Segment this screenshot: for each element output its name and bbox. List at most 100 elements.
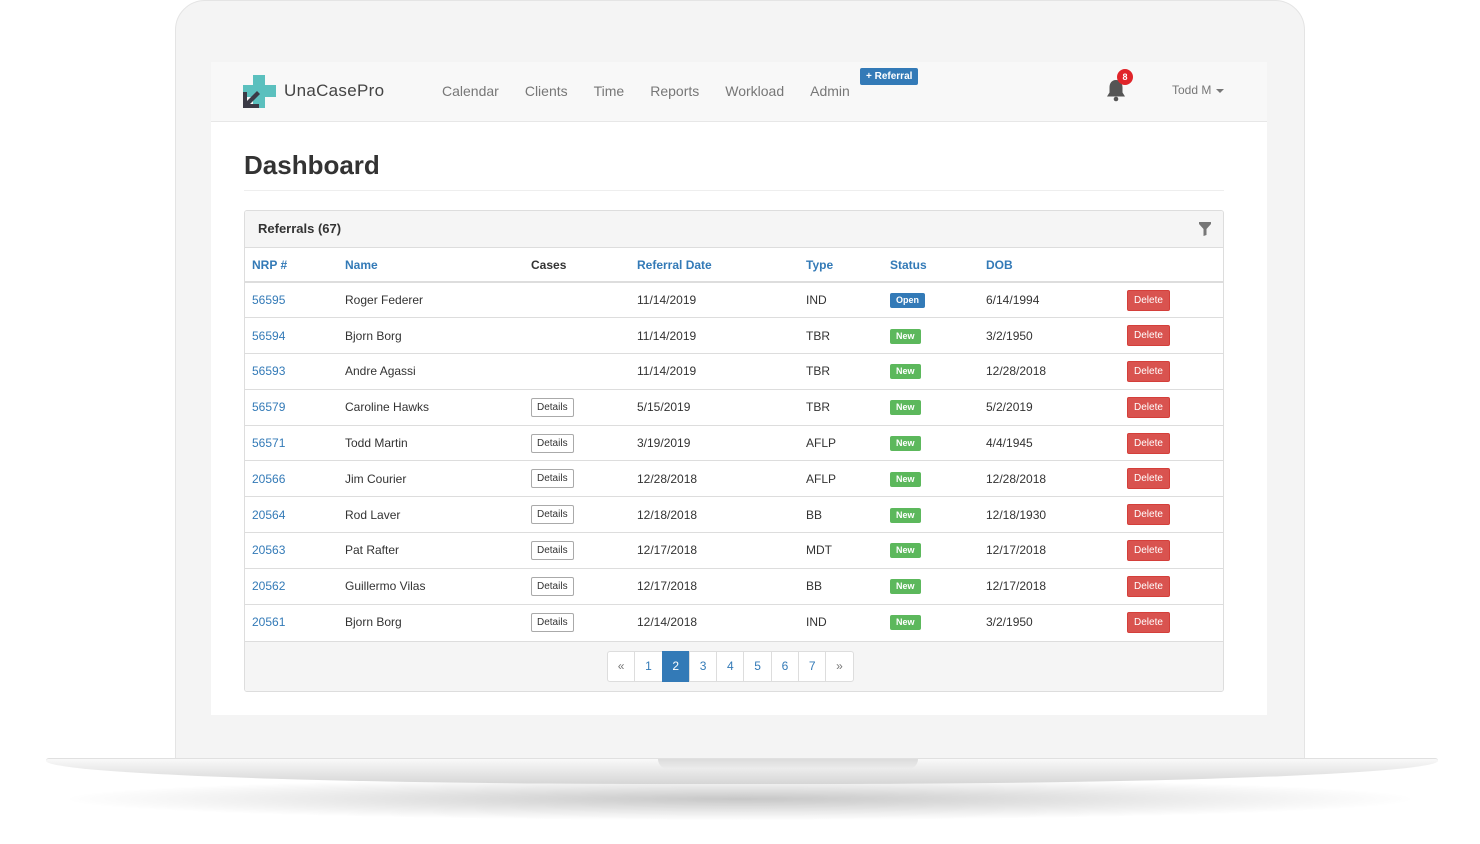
referrals-table: NRP # Name Cases Referral Date Type Stat… <box>245 248 1223 640</box>
status-cell: New <box>883 460 979 497</box>
delete-button[interactable]: Delete <box>1127 539 1170 561</box>
column-header-referral-date[interactable]: Referral Date <box>630 248 799 283</box>
nav-reports[interactable]: Reports <box>650 83 700 99</box>
details-button[interactable]: Details <box>531 433 574 453</box>
delete-button[interactable]: Delete <box>1127 432 1170 454</box>
nav-calendar[interactable]: Calendar <box>442 83 499 99</box>
title-divider <box>244 190 1224 191</box>
nav-time[interactable]: Time <box>593 83 625 99</box>
page-button-3[interactable]: 3 <box>688 651 718 682</box>
referrals-table-body: 56595 Roger Federer 11/14/2019 IND Open … <box>245 281 1223 640</box>
actions-cell: Delete <box>1120 460 1223 497</box>
details-button[interactable]: Details <box>531 505 574 525</box>
details-button[interactable]: Details <box>531 576 574 596</box>
delete-button[interactable]: Delete <box>1127 611 1170 633</box>
page-button-2[interactable]: 2 <box>661 651 690 682</box>
laptop-base-notch <box>658 759 918 769</box>
column-header-actions <box>1120 248 1223 283</box>
dob: 12/18/1930 <box>979 496 1120 533</box>
dob: 12/17/2018 <box>979 567 1120 605</box>
referral-type: TBR <box>799 353 883 390</box>
actions-cell: Delete <box>1120 388 1223 426</box>
nrp-link[interactable]: 56579 <box>245 388 338 426</box>
dob: 6/14/1994 <box>979 281 1120 318</box>
client-name: Rod Laver <box>338 496 524 533</box>
page-button-5[interactable]: 5 <box>743 651 772 682</box>
nav-workload[interactable]: Workload <box>725 83 785 99</box>
details-button[interactable]: Details <box>531 612 574 632</box>
caret-down-icon <box>1216 88 1225 93</box>
column-header-cases: Cases <box>524 248 630 283</box>
referrals-panel-heading: Referrals (67) <box>245 211 1223 248</box>
column-header-type[interactable]: Type <box>799 248 883 283</box>
status-badge: New <box>890 328 921 344</box>
delete-button[interactable]: Delete <box>1127 396 1170 418</box>
referral-type: IND <box>799 281 883 318</box>
referral-type: TBR <box>799 388 883 426</box>
client-name: Bjorn Borg <box>338 603 524 640</box>
table-row: 20561 Bjorn Borg Details 12/14/2018 IND … <box>245 603 1223 640</box>
status-cell: New <box>883 388 979 426</box>
column-header-nrp[interactable]: NRP # <box>245 248 338 283</box>
details-button[interactable]: Details <box>531 397 574 417</box>
client-name: Caroline Hawks <box>338 388 524 426</box>
nrp-link[interactable]: 20562 <box>245 567 338 605</box>
actions-cell: Delete <box>1120 603 1223 640</box>
nrp-link[interactable]: 56593 <box>245 353 338 390</box>
page-button-1[interactable]: 1 <box>634 651 663 682</box>
details-button[interactable]: Details <box>531 540 574 560</box>
cases-cell: Details <box>524 460 630 497</box>
delete-button[interactable]: Delete <box>1127 504 1170 526</box>
status-badge: New <box>890 615 921 631</box>
add-referral-button[interactable]: + Referral <box>860 68 919 85</box>
actions-cell: Delete <box>1120 281 1223 318</box>
table-row: 56593 Andre Agassi 11/14/2019 TBR New 12… <box>245 353 1223 390</box>
status-cell: New <box>883 317 979 354</box>
referral-date: 11/14/2019 <box>630 281 799 318</box>
column-header-dob[interactable]: DOB <box>979 248 1120 283</box>
client-name: Pat Rafter <box>338 532 524 569</box>
nrp-link[interactable]: 56571 <box>245 424 338 461</box>
nav-admin[interactable]: Admin <box>810 83 850 99</box>
client-name: Bjorn Borg <box>338 317 524 354</box>
user-menu[interactable]: Todd M <box>1172 83 1225 97</box>
plus-arrow-logo-icon <box>243 74 276 108</box>
status-badge: New <box>890 507 921 523</box>
top-navbar: UnaCasePro Calendar Clients Time Reports… <box>211 62 1267 122</box>
notification-count-badge: 8 <box>1117 69 1133 85</box>
table-header-row: NRP # Name Cases Referral Date Type Stat… <box>245 248 1223 283</box>
column-header-status[interactable]: Status <box>883 248 979 283</box>
cases-cell: Details <box>524 603 630 640</box>
table-row: 56594 Bjorn Borg 11/14/2019 TBR New 3/2/… <box>245 317 1223 354</box>
cases-cell <box>524 281 630 318</box>
delete-button[interactable]: Delete <box>1127 360 1170 382</box>
delete-button[interactable]: Delete <box>1127 325 1170 347</box>
nrp-link[interactable]: 20561 <box>245 603 338 640</box>
delete-button[interactable]: Delete <box>1127 468 1170 490</box>
page-next-button[interactable]: » <box>825 651 854 682</box>
page-button-7[interactable]: 7 <box>798 651 827 682</box>
referral-type: BB <box>799 496 883 533</box>
laptop-shadow <box>70 778 1410 820</box>
filter-icon[interactable] <box>1199 222 1211 236</box>
main-nav: Calendar Clients Time Reports Workload A… <box>429 62 863 120</box>
page-button-6[interactable]: 6 <box>770 651 800 682</box>
page-button-4[interactable]: 4 <box>716 651 745 682</box>
nrp-link[interactable]: 56595 <box>245 281 338 318</box>
dob: 12/28/2018 <box>979 353 1120 390</box>
page-prev-button[interactable]: « <box>607 651 636 682</box>
delete-button[interactable]: Delete <box>1127 575 1170 597</box>
cases-cell: Details <box>524 424 630 461</box>
nrp-link[interactable]: 20563 <box>245 532 338 569</box>
nrp-link[interactable]: 20566 <box>245 460 338 497</box>
nrp-link[interactable]: 56594 <box>245 317 338 354</box>
details-button[interactable]: Details <box>531 469 574 489</box>
user-name: Todd M <box>1172 83 1212 97</box>
status-cell: New <box>883 567 979 605</box>
table-row: 56579 Caroline Hawks Details 5/15/2019 T… <box>245 388 1223 426</box>
nrp-link[interactable]: 20564 <box>245 496 338 533</box>
column-header-name[interactable]: Name <box>338 248 524 283</box>
nav-clients[interactable]: Clients <box>524 83 568 99</box>
brand[interactable]: UnaCasePro <box>243 74 384 108</box>
delete-button[interactable]: Delete <box>1127 289 1170 311</box>
